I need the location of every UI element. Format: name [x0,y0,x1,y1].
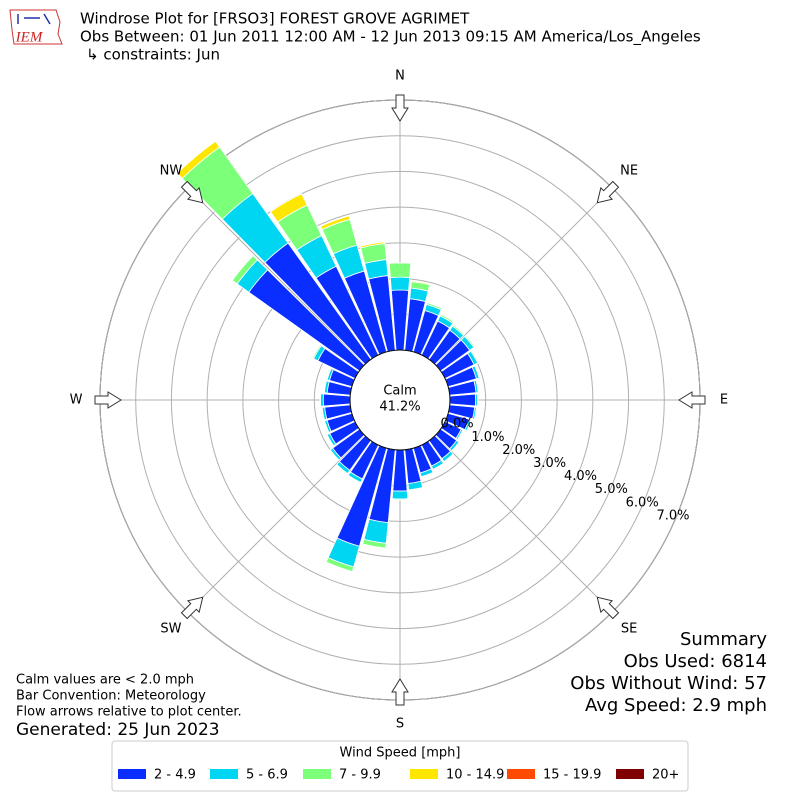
wind-bar [364,519,388,543]
wind-bar [390,277,409,290]
flow-arrow [679,392,705,408]
legend-swatch [210,769,238,779]
note: Calm values are < 2.0 mph [16,673,194,688]
summary-heading: Summary [680,629,767,650]
legend-label: 7 - 9.9 [339,768,381,783]
legend-swatch [616,769,644,779]
flow-arrow [392,679,408,705]
logo: IEM [10,10,62,45]
ring-label: 2.0% [502,443,535,458]
compass-label: W [70,393,83,408]
legend-swatch [118,769,146,779]
ring-label: 6.0% [626,495,659,510]
summary-line: Obs Without Wind: 57 [570,673,767,694]
compass-label: E [720,393,728,408]
note: Bar Convention: Meteorology [16,689,206,704]
flow-arrow [392,95,408,121]
logo-text: IEM [15,29,44,45]
summary-line: Avg Speed: 2.9 mph [585,695,767,716]
compass-label: N [395,69,405,84]
chart-title: Windrose Plot for [FRSO3] FOREST GROVE A… [80,10,470,28]
legend-swatch [303,769,331,779]
spoke [435,435,612,612]
spoke [188,435,365,612]
ring-label: 4.0% [564,469,597,484]
legend-swatch [410,769,438,779]
generated: Generated: 25 Jun 2023 [16,720,220,740]
compass-label: SE [621,622,637,637]
ring-label: 1.0% [471,430,504,445]
chart-subtitle: Obs Between: 01 Jun 2011 12:00 AM - 12 J… [80,28,701,47]
ring-label: 0.0% [441,417,474,432]
legend-swatch [507,769,535,779]
summary-line: Obs Used: 6814 [624,651,767,672]
note: Flow arrows relative to plot center. [16,705,242,720]
compass-label: S [396,717,404,732]
compass-label: SW [160,622,181,637]
wind-bar [392,491,408,499]
legend-label: 5 - 6.9 [246,768,288,783]
legend-title: Wind Speed [mph] [340,746,461,761]
legend-label: 15 - 19.9 [543,768,601,783]
ring-label: 3.0% [533,456,566,471]
wind-bar [323,394,350,406]
ring-label: 5.0% [595,482,628,497]
legend-label: 20+ [652,768,679,783]
calm-value: 41.2% [379,400,420,415]
legend-label: 10 - 14.9 [446,768,504,783]
legend-label: 2 - 4.9 [154,768,196,783]
compass-label: NW [160,163,183,178]
flow-arrow [95,392,121,408]
calm-label: Calm [383,384,416,399]
spoke [435,188,612,365]
ring-label: 7.0% [657,508,690,523]
constraints: ↳ constraints: Jun [86,46,220,64]
compass-label: NE [620,163,638,178]
wind-bar [389,263,411,278]
wind-bar [450,394,476,406]
